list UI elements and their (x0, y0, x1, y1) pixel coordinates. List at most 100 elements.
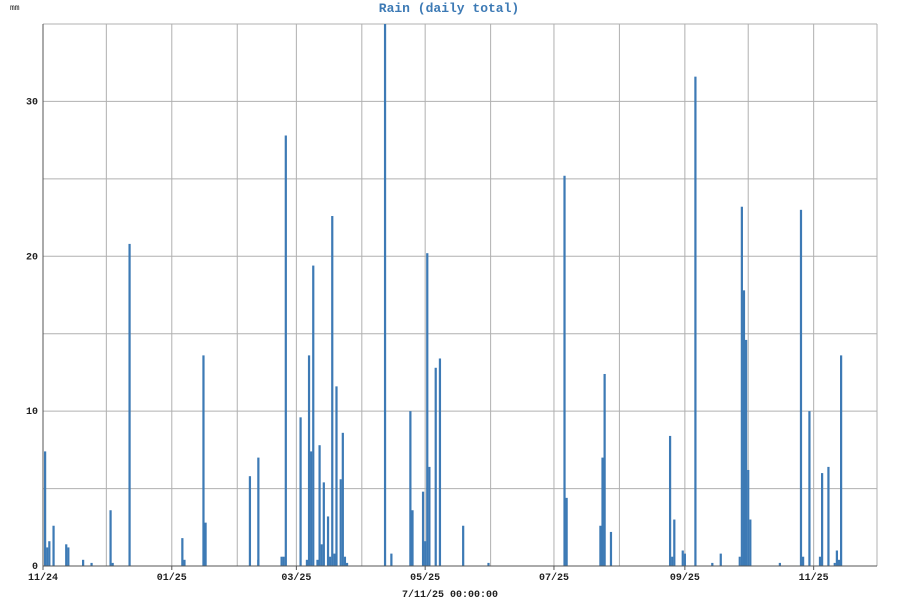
rain-bar (818, 556, 822, 566)
rain-bar (52, 525, 55, 566)
rain-bar (487, 562, 490, 566)
rain-bar (671, 556, 674, 566)
rain-bar (326, 516, 330, 566)
y-tick-label: 20 (26, 252, 38, 263)
rain-bar (821, 473, 824, 566)
rain-bar (747, 469, 750, 566)
rain-bar (808, 411, 811, 566)
rain-bar (44, 451, 47, 566)
rain-bar (282, 556, 285, 566)
rain-bar (284, 135, 287, 566)
rain-bar (345, 562, 349, 566)
rain-bar (307, 355, 311, 566)
rain-bar (668, 435, 672, 566)
rain-bar (90, 562, 93, 566)
rain-bar (343, 556, 347, 566)
rain-bar (673, 519, 676, 566)
rain-bar (341, 432, 344, 566)
rain-bar (280, 556, 283, 566)
rain-bar (462, 525, 465, 566)
x-tick-label: 03/25 (281, 572, 311, 584)
x-tick-label: 09/25 (670, 572, 700, 584)
rain-bar (320, 544, 323, 566)
chart-title: Rain (daily total) (379, 1, 519, 16)
rain-bar (740, 206, 743, 567)
x-tick-label: 11/25 (799, 572, 829, 584)
rain-bar (202, 355, 205, 566)
rain-bar (744, 339, 748, 566)
rain-bar (204, 522, 207, 566)
rain-bar (799, 209, 803, 566)
rain-bar (719, 553, 722, 566)
rain-bar (339, 479, 342, 566)
rain-bar (742, 290, 746, 566)
rain-bar (65, 544, 68, 566)
rain-bar (681, 550, 684, 566)
rain-bar (310, 451, 313, 566)
rain-bar (837, 559, 841, 566)
bars-layer (44, 24, 843, 567)
rain-bar (563, 175, 566, 566)
rain-bar (383, 24, 387, 566)
rain-bar (438, 358, 442, 566)
rain-bar (426, 253, 429, 566)
rain-bar (778, 562, 781, 566)
rain-bar (316, 559, 319, 566)
rain-bar (835, 550, 838, 566)
rain-bar (827, 466, 830, 566)
rain-bar (318, 445, 321, 566)
rain-bar (428, 466, 431, 566)
rain-bar (46, 547, 49, 566)
rain-bar (82, 559, 85, 566)
rain-bar (390, 553, 393, 566)
rain-bar (601, 457, 604, 566)
y-tick-label: 30 (26, 97, 38, 108)
rain-bar (111, 562, 114, 566)
rain-bar (409, 411, 412, 566)
rain-bar (335, 386, 338, 566)
x-tick-label: 11/24 (28, 572, 58, 584)
y-tick-label: 0 (32, 562, 38, 573)
x-axis-label: 7/11/25 00:00:00 (402, 589, 498, 600)
rain-bar (333, 553, 336, 566)
rain-bar (128, 243, 131, 566)
rain-bar (411, 510, 414, 566)
rain-bar (299, 417, 302, 566)
rain-bar (48, 541, 51, 566)
rain-bar (801, 556, 805, 566)
rain-bar (434, 367, 437, 566)
x-tick-label: 05/25 (410, 572, 440, 584)
rain-bar (421, 491, 425, 566)
x-tick-label: 01/25 (157, 572, 187, 584)
rain-bar (833, 562, 836, 566)
rain-bar (109, 510, 112, 566)
rain-bar (711, 562, 714, 566)
grid-layer (42, 23, 878, 567)
rain-bar (565, 497, 568, 566)
rain-bar (694, 76, 697, 567)
y-axis-unit-label: mm (10, 4, 20, 13)
rain-bar (683, 553, 686, 566)
rain-bar (749, 519, 752, 566)
rain-bar (183, 559, 186, 566)
rain-bar (738, 556, 741, 566)
rain-bar (181, 538, 184, 566)
rain-bar (603, 373, 606, 566)
rain-bar (329, 556, 332, 566)
rain-bar (257, 457, 260, 566)
rain-bar (599, 525, 602, 566)
rain-bar (609, 531, 613, 566)
rain-bar (67, 547, 70, 566)
rain-bar (257, 559, 260, 566)
axis-layer: 0 10 20 30 11/24 01/25 03/25 05/25 07/25 09/25 11/… (26, 24, 877, 584)
rain-bar (248, 476, 252, 566)
rain-bar (840, 355, 843, 566)
rain-bar (322, 482, 325, 566)
rain-bar (305, 559, 309, 566)
rain-bar (424, 541, 427, 566)
y-tick-label: 10 (26, 407, 38, 418)
rain-bar (331, 216, 334, 566)
x-tick-label: 07/25 (539, 572, 569, 584)
